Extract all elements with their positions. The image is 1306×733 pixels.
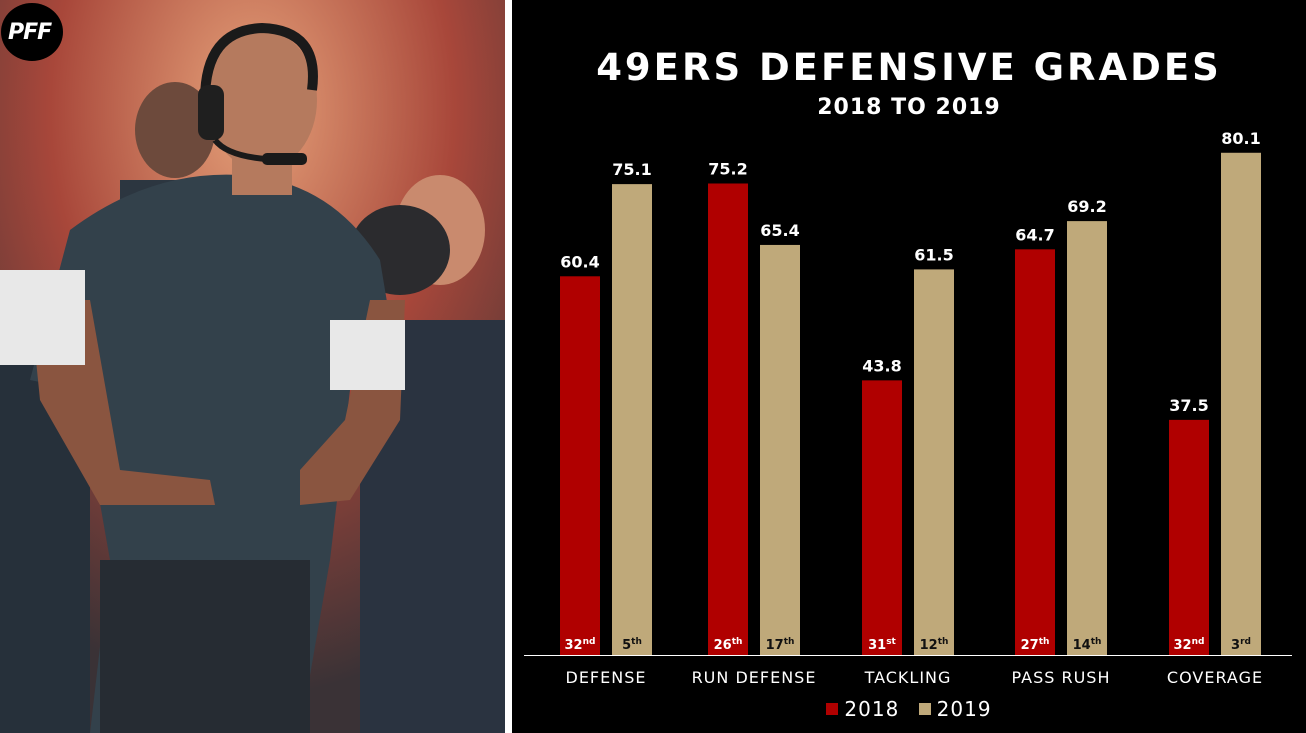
rank-suffix: th	[938, 637, 949, 647]
bar-2018	[1169, 419, 1209, 655]
category-label: RUN DEFENSE	[692, 668, 817, 687]
bar-rank-label-2018: 31st	[868, 637, 896, 653]
legend-item-2018: 2018	[826, 697, 899, 721]
legend-label-2018: 2018	[844, 697, 900, 721]
rank-suffix: th	[1039, 637, 1050, 647]
chart-subtitle: 2018 TO 2019	[817, 95, 1001, 120]
category-label: COVERAGE	[1167, 668, 1263, 687]
bar-2018	[560, 276, 600, 655]
legend-swatch-2018	[826, 703, 839, 715]
category-label: TACKLING	[864, 668, 952, 687]
category-label: DEFENSE	[566, 668, 647, 687]
rank-number: 31	[868, 638, 886, 653]
rank-suffix: nd	[1192, 637, 1205, 647]
category-label: PASS RUSH	[1012, 668, 1111, 687]
bar-value-label-2018: 43.8	[862, 356, 901, 375]
rank-suffix: th	[784, 637, 795, 647]
rank-suffix: th	[631, 637, 642, 647]
chart-panel: 49ERS DEFENSIVE GRADES 2018 TO 2019 60.4…	[512, 0, 1306, 733]
rank-suffix: st	[886, 637, 896, 647]
rank-number: 27	[1021, 638, 1039, 653]
bar-2019	[1221, 152, 1261, 655]
rank-number: 17	[766, 638, 784, 653]
coach-photo-illustration	[0, 0, 505, 733]
bar-value-label-2018: 75.2	[708, 159, 747, 178]
rank-number: 32	[565, 638, 583, 653]
bar-rank-label-2019: 12th	[920, 637, 949, 653]
bar-value-label-2019: 75.1	[612, 160, 651, 179]
rank-number: 32	[1174, 638, 1192, 653]
bar-2018	[708, 183, 748, 655]
bar-rank-label-2018: 32nd	[565, 637, 596, 653]
bar-rank-label-2018: 27th	[1021, 637, 1050, 653]
bar-rank-label-2019: 3rd	[1231, 637, 1251, 653]
pff-logo-text: PFF	[8, 20, 52, 45]
bar-value-label-2018: 37.5	[1169, 396, 1208, 415]
rank-number: 3	[1231, 638, 1240, 653]
pff-logo-badge	[1, 3, 63, 61]
bar-2019	[1067, 221, 1107, 655]
bar-rank-label-2019: 17th	[766, 637, 795, 653]
bar-2018	[862, 380, 902, 655]
rank-suffix: rd	[1240, 637, 1251, 647]
rank-number: 5	[622, 638, 631, 653]
bar-rank-label-2019: 5th	[622, 637, 642, 653]
rank-suffix: nd	[583, 637, 596, 647]
bar-value-label-2019: 80.1	[1221, 129, 1260, 148]
rank-number: 26	[714, 638, 732, 653]
bar-rank-label-2018: 26th	[714, 637, 743, 653]
bar-value-label-2018: 60.4	[560, 252, 599, 271]
chart-legend: 2018 2019	[512, 697, 1306, 721]
coach-photo: PFF	[0, 0, 505, 733]
bar-value-label-2018: 64.7	[1015, 225, 1054, 244]
bar-value-label-2019: 65.4	[760, 221, 799, 240]
legend-item-2019: 2019	[918, 697, 992, 721]
chart-title: 49ERS DEFENSIVE GRADES	[596, 46, 1222, 89]
rank-number: 14	[1073, 638, 1091, 653]
bar-2018	[1015, 249, 1055, 655]
bar-rank-label-2018: 32nd	[1174, 637, 1205, 653]
bar-2019	[760, 244, 800, 655]
rank-number: 12	[920, 638, 938, 653]
bar-2019	[612, 184, 652, 656]
bar-2019	[914, 269, 954, 655]
bar-chart: 60.432nd75.15thDEFENSE75.226th65.417thRU…	[524, 129, 1292, 687]
rank-suffix: th	[732, 637, 743, 647]
rank-suffix: th	[1091, 637, 1102, 647]
legend-label-2019: 2019	[936, 697, 992, 721]
legend-swatch-2019	[918, 703, 931, 715]
bar-value-label-2019: 69.2	[1067, 197, 1106, 216]
bar-rank-label-2019: 14th	[1073, 637, 1102, 653]
bar-value-label-2019: 61.5	[914, 245, 953, 264]
